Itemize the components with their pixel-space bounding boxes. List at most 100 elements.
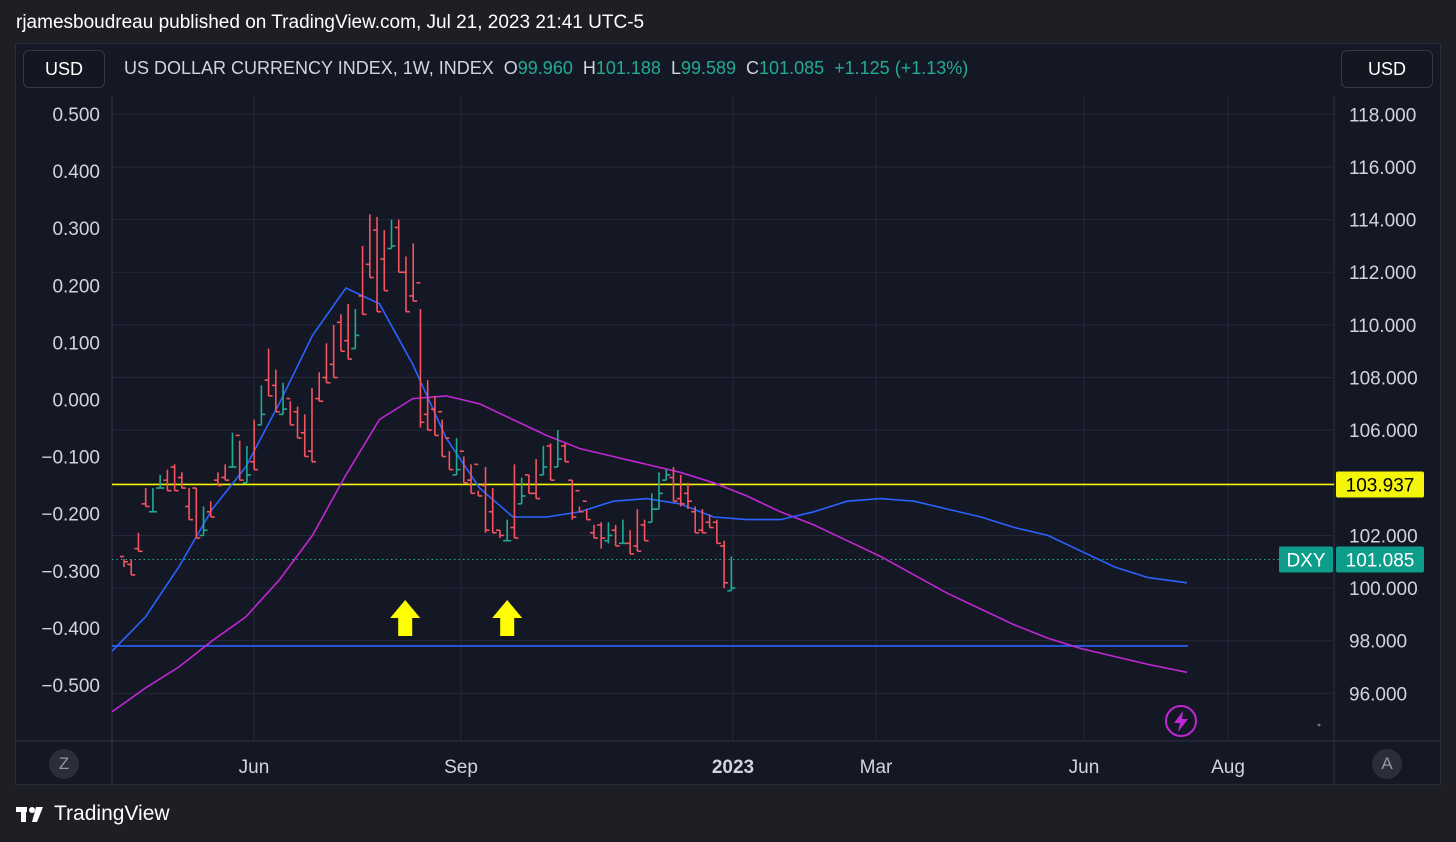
ohlc-bar[interactable]: [221, 464, 230, 481]
ohlc-bar[interactable]: [344, 303, 353, 360]
ma-short-line[interactable]: [111, 286, 1188, 652]
ohlc-bars[interactable]: [120, 214, 736, 592]
ohlc-bar[interactable]: [315, 372, 324, 403]
ohlc-bar[interactable]: [242, 445, 251, 484]
ohlc-bar[interactable]: [250, 419, 259, 471]
ohlc-bar[interactable]: [467, 464, 476, 495]
ohlc-bar[interactable]: [683, 482, 692, 510]
ohlc-bar[interactable]: [307, 388, 316, 463]
ohlc-bar[interactable]: [213, 472, 222, 487]
ohlc-bar[interactable]: [720, 540, 729, 589]
ohlc-bar[interactable]: [662, 469, 671, 481]
ohlc-bar[interactable]: [698, 509, 707, 534]
moving-averages[interactable]: [111, 286, 1188, 713]
ohlc-bar[interactable]: [532, 459, 541, 500]
ohlc-bar[interactable]: [373, 216, 382, 313]
ohlc-bar[interactable]: [582, 500, 591, 521]
ohlc-bar[interactable]: [134, 532, 143, 553]
ohlc-bar[interactable]: [286, 397, 295, 426]
ohlc-bar[interactable]: [127, 559, 136, 576]
up-arrow-annotation[interactable]: [390, 600, 421, 636]
ohlc-bar[interactable]: [365, 214, 374, 279]
ohlc-bar[interactable]: [271, 369, 280, 413]
ohlc-bar[interactable]: [561, 443, 570, 463]
ohlc-bar[interactable]: [539, 445, 548, 476]
ohlc-bar[interactable]: [655, 472, 664, 510]
ohlc-bar[interactable]: [300, 414, 309, 458]
annotations[interactable]: [390, 600, 523, 636]
ohlc-bar[interactable]: [401, 256, 410, 313]
ohlc-bar[interactable]: [633, 509, 642, 553]
ohlc-bar[interactable]: [322, 343, 331, 384]
tradingview-brand[interactable]: TradingView: [16, 802, 170, 826]
ohlc-bar[interactable]: [279, 382, 288, 416]
ohlc-bar[interactable]: [170, 464, 179, 492]
ohlc-bar[interactable]: [647, 493, 656, 524]
ohlc-bar[interactable]: [488, 488, 497, 534]
ohlc-bar[interactable]: [206, 501, 215, 518]
ohlc-bar[interactable]: [120, 555, 128, 568]
ohlc-bar[interactable]: [199, 506, 208, 537]
ohlc-bar[interactable]: [452, 438, 461, 476]
ohlc-bar[interactable]: [510, 464, 519, 539]
ohlc-bar[interactable]: [691, 506, 700, 534]
ohlc-bar[interactable]: [329, 324, 338, 379]
ohlc-bar[interactable]: [423, 380, 432, 431]
ohlc-bar[interactable]: [727, 556, 736, 592]
ohlc-bar[interactable]: [626, 530, 635, 555]
horizontal-lines[interactable]: [112, 483, 1334, 647]
ohlc-bar[interactable]: [604, 522, 613, 544]
ohlc-bar[interactable]: [589, 524, 598, 539]
ohlc-bar[interactable]: [358, 245, 367, 316]
ohlc-bar[interactable]: [185, 488, 194, 521]
chart-frame[interactable]: 118.000 116.000 114.000 112.000 110.000 108.0…: [15, 43, 1441, 785]
auto-scale-button[interactable]: A: [1372, 749, 1402, 779]
ohlc-bar[interactable]: [416, 281, 425, 428]
right-currency-button[interactable]: USD: [1341, 50, 1433, 88]
ohlc-bar[interactable]: [163, 469, 172, 492]
ohlc-bar[interactable]: [517, 477, 526, 505]
ohlc-bar[interactable]: [669, 467, 678, 503]
ohlc-bar[interactable]: [409, 243, 418, 302]
ohlc-bar[interactable]: [618, 519, 627, 545]
ohlc-bar[interactable]: [553, 430, 562, 468]
ohlc-bar[interactable]: [474, 463, 483, 497]
ohlc-bar[interactable]: [676, 474, 685, 507]
lightning-icon[interactable]: [1165, 705, 1321, 737]
ohlc-bar[interactable]: [568, 479, 577, 520]
left-currency-button[interactable]: USD: [23, 50, 105, 88]
ohlc-bar[interactable]: [597, 522, 606, 549]
ohlc-bar[interactable]: [336, 314, 345, 353]
ohlc-bar[interactable]: [546, 443, 555, 481]
ohlc-bar[interactable]: [481, 467, 490, 533]
ohlc-bar[interactable]: [156, 474, 165, 489]
ohlc-bar[interactable]: [235, 434, 244, 481]
ma-long-line[interactable]: [111, 395, 1188, 713]
ohlc-bar[interactable]: [394, 219, 403, 274]
ohlc-bar[interactable]: [640, 519, 649, 542]
ohlc-bar[interactable]: [177, 472, 186, 489]
ohlc-bar[interactable]: [445, 437, 454, 471]
ohlc-bar[interactable]: [148, 488, 157, 513]
ohlc-bar[interactable]: [705, 514, 714, 529]
ohlc-bar[interactable]: [293, 406, 302, 439]
ohlc-bar[interactable]: [712, 519, 721, 545]
ohlc-bar[interactable]: [387, 219, 396, 250]
zoom-button[interactable]: Z: [49, 749, 79, 779]
ohlc-bar[interactable]: [459, 450, 468, 484]
ohlc-bar[interactable]: [351, 309, 360, 350]
ohlc-bar[interactable]: [380, 230, 389, 292]
ohlc-bar[interactable]: [264, 348, 273, 397]
ohlc-bar[interactable]: [257, 385, 266, 426]
ohlc-bar[interactable]: [611, 524, 620, 547]
chart-canvas[interactable]: 118.000 116.000 114.000 112.000 110.000 108.0…: [16, 44, 1441, 785]
ohlc-bar[interactable]: [228, 432, 237, 468]
ohlc-bar[interactable]: [141, 488, 150, 508]
ohlc-bar[interactable]: [438, 410, 447, 458]
ohlc-bar[interactable]: [495, 529, 504, 539]
ohlc-bar[interactable]: [575, 489, 584, 513]
ohlc-bar[interactable]: [430, 395, 439, 437]
ohlc-bar[interactable]: [503, 519, 512, 542]
up-arrow-annotation[interactable]: [492, 600, 523, 636]
ohlc-bar[interactable]: [192, 487, 201, 539]
